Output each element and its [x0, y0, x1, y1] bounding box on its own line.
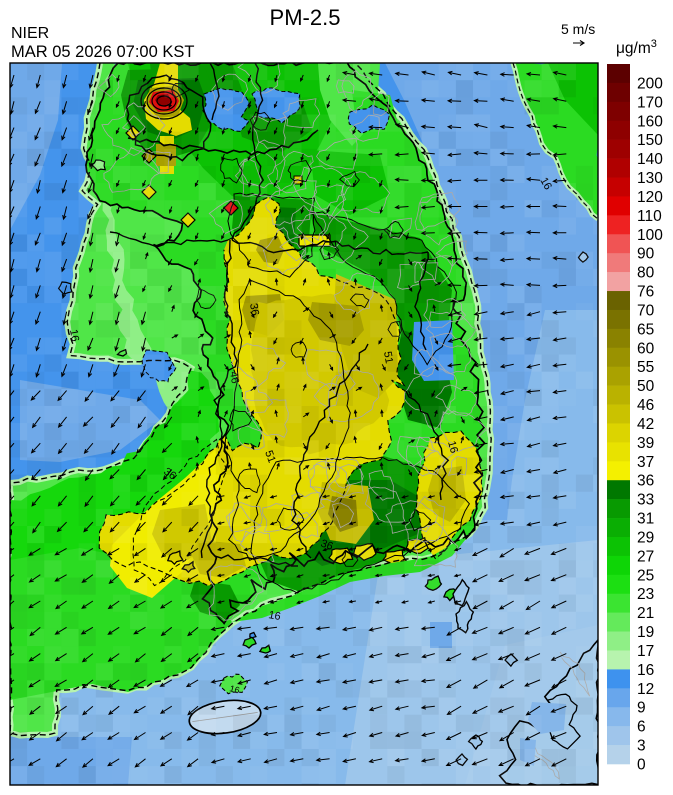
svg-text:46: 46 — [637, 397, 654, 414]
svg-text:46: 46 — [227, 370, 241, 384]
svg-text:NIER: NIER — [11, 25, 49, 42]
svg-text:μg/m3: μg/m3 — [616, 38, 657, 57]
svg-text:36: 36 — [637, 473, 654, 490]
svg-text:16: 16 — [537, 176, 554, 193]
svg-text:29: 29 — [637, 530, 654, 547]
svg-text:55: 55 — [637, 359, 654, 376]
svg-text:39: 39 — [637, 435, 654, 452]
svg-text:23: 23 — [637, 586, 654, 603]
svg-text:PM-2.5: PM-2.5 — [270, 5, 341, 30]
svg-text:42: 42 — [637, 416, 654, 433]
svg-text:60: 60 — [637, 340, 655, 357]
svg-text:76: 76 — [637, 284, 654, 301]
svg-text:MAR 05 2026 07:00 KST: MAR 05 2026 07:00 KST — [11, 43, 194, 61]
svg-text:51: 51 — [262, 449, 277, 465]
svg-text:140: 140 — [637, 151, 663, 168]
svg-text:3: 3 — [637, 738, 646, 755]
svg-text:33: 33 — [637, 492, 654, 509]
svg-text:6: 6 — [637, 719, 646, 736]
svg-text:16: 16 — [67, 328, 81, 342]
svg-text:5 m/s: 5 m/s — [561, 21, 595, 37]
svg-text:200: 200 — [637, 75, 663, 92]
svg-text:36: 36 — [319, 538, 335, 553]
svg-text:12: 12 — [637, 681, 654, 698]
svg-text:65: 65 — [637, 321, 654, 338]
svg-text:0: 0 — [637, 757, 646, 774]
svg-text:16: 16 — [267, 609, 281, 623]
svg-text:16: 16 — [445, 440, 460, 455]
svg-text:150: 150 — [637, 132, 663, 149]
svg-text:110: 110 — [637, 208, 662, 225]
svg-text:130: 130 — [637, 170, 663, 187]
svg-text:19: 19 — [637, 624, 654, 641]
svg-text:31: 31 — [637, 511, 654, 528]
svg-text:37: 37 — [637, 454, 654, 471]
svg-text:21: 21 — [637, 605, 654, 622]
svg-text:25: 25 — [637, 567, 654, 584]
svg-text:90: 90 — [637, 246, 655, 263]
svg-text:16: 16 — [637, 662, 654, 679]
svg-text:36: 36 — [247, 302, 261, 316]
svg-text:70: 70 — [637, 302, 655, 319]
svg-text:9: 9 — [637, 700, 646, 717]
svg-text:27: 27 — [637, 548, 654, 565]
svg-text:100: 100 — [637, 227, 663, 244]
svg-text:50: 50 — [637, 378, 655, 395]
svg-text:160: 160 — [637, 113, 663, 130]
svg-text:170: 170 — [637, 94, 663, 111]
svg-text:80: 80 — [637, 265, 655, 282]
svg-text:51: 51 — [381, 350, 395, 364]
svg-text:120: 120 — [637, 189, 663, 206]
svg-text:17: 17 — [637, 643, 654, 660]
svg-text:16: 16 — [228, 683, 240, 695]
